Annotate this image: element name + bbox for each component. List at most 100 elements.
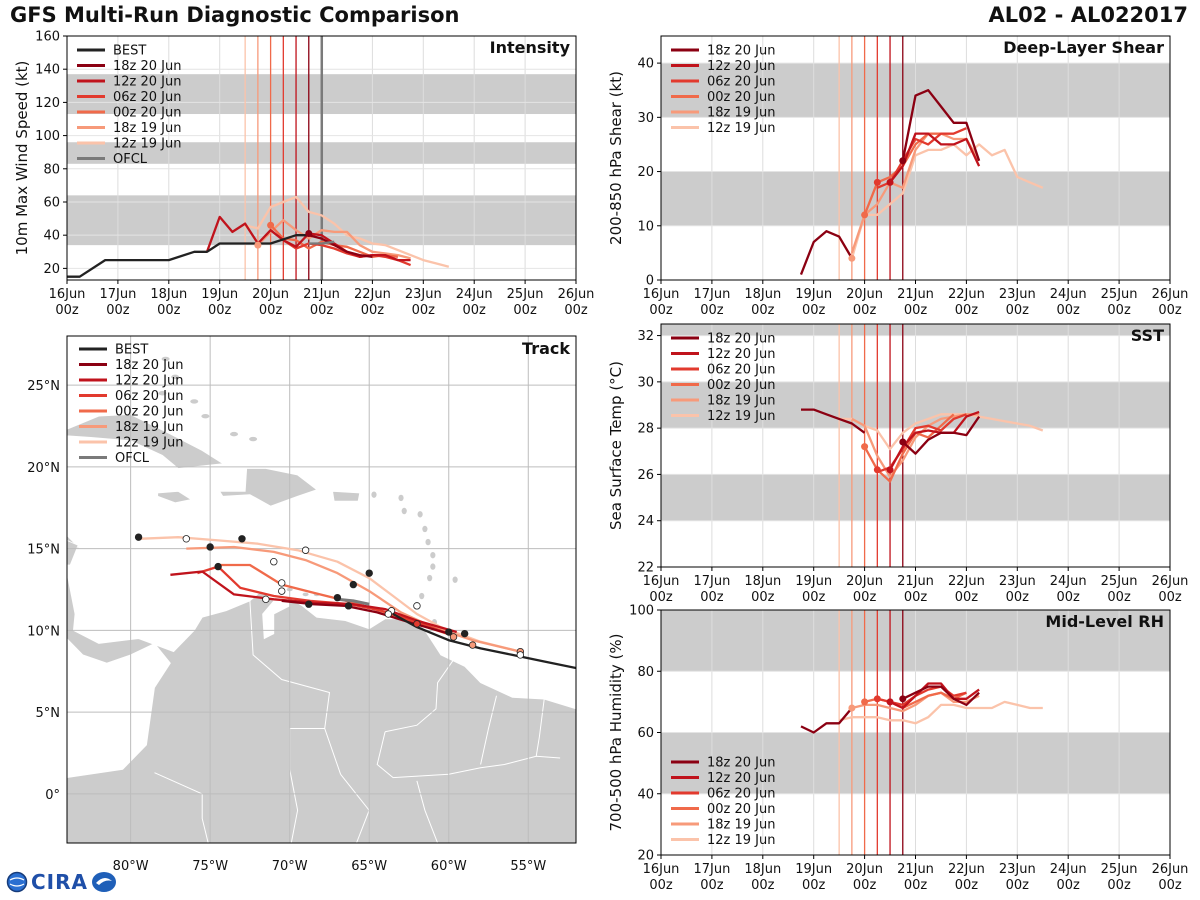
x-tick-label: 00z bbox=[853, 878, 877, 893]
data-point bbox=[861, 211, 869, 219]
lesser-antilles-island bbox=[417, 511, 423, 518]
legend-label: OFCL bbox=[113, 152, 148, 167]
track-point bbox=[445, 628, 453, 636]
y-axis-label: 10m Max Wind Speed (kt) bbox=[13, 61, 31, 256]
x-tick-label: 26Jun bbox=[1152, 287, 1189, 302]
track-point bbox=[214, 562, 222, 571]
x-tick-label: 17Jun bbox=[693, 574, 730, 589]
legend-label: 12z 20 Jun bbox=[707, 771, 776, 786]
plot-area bbox=[661, 324, 1170, 567]
x-tick-label: 26Jun bbox=[558, 287, 595, 302]
x-tick-label: 23Jun bbox=[999, 862, 1036, 877]
y-tick-label: 20 bbox=[637, 165, 654, 180]
track-point bbox=[262, 595, 270, 604]
x-tick-label: 00z bbox=[1158, 303, 1182, 318]
lat-tick-label: 25°N bbox=[27, 379, 60, 394]
track-point bbox=[182, 535, 190, 543]
x-tick-label: 00z bbox=[1107, 303, 1131, 318]
legend-label: 00z 20 Jun bbox=[707, 378, 776, 393]
x-tick-label: 00z bbox=[564, 303, 588, 318]
lon-tick-label: 75°W bbox=[192, 859, 228, 874]
y-tick-label: 100 bbox=[629, 604, 654, 619]
lesser-antilles-island bbox=[401, 507, 407, 515]
legend-label: 00z 20 Jun bbox=[707, 802, 776, 817]
legend-label: 18z 20 Jun bbox=[115, 358, 184, 373]
y-tick-label: 60 bbox=[637, 726, 654, 741]
series-line bbox=[850, 132, 981, 254]
x-tick-label: 00z bbox=[802, 590, 826, 605]
x-tick-label: 19Jun bbox=[201, 287, 238, 302]
y-tick-label: 40 bbox=[637, 787, 654, 802]
chart-shear: 16Jun00z17Jun00z18Jun00z19Jun00z20Jun00z… bbox=[607, 35, 1189, 318]
x-tick-label: 00z bbox=[649, 303, 673, 318]
series-line bbox=[244, 195, 450, 268]
track-line bbox=[170, 570, 458, 634]
x-tick-label: 00z bbox=[55, 303, 79, 318]
x-tick-label: 00z bbox=[1158, 878, 1182, 893]
x-tick-label: 25Jun bbox=[1101, 574, 1138, 589]
country-border bbox=[535, 699, 545, 757]
legend-label: 00z 20 Jun bbox=[113, 106, 182, 121]
x-tick-label: 00z bbox=[1057, 303, 1081, 318]
map-area bbox=[67, 336, 576, 843]
x-tick-label: 00z bbox=[751, 303, 775, 318]
x-tick-label: 00z bbox=[700, 303, 724, 318]
series-line bbox=[801, 408, 866, 434]
data-point bbox=[886, 178, 894, 186]
legend-label: 12z 19 Jun bbox=[707, 121, 776, 136]
x-tick-label: 20Jun bbox=[252, 287, 289, 302]
y-tick-label: 30 bbox=[637, 111, 654, 126]
bahamas-island bbox=[161, 356, 170, 362]
chart-rh: 16Jun00z17Jun00z18Jun00z19Jun00z20Jun00z… bbox=[607, 604, 1188, 894]
track-point bbox=[449, 633, 458, 641]
y-tick-label: 20 bbox=[43, 262, 60, 277]
country-border bbox=[154, 772, 209, 843]
track-point bbox=[238, 535, 246, 543]
x-tick-label: 22Jun bbox=[948, 574, 985, 589]
logo-text: CIRA bbox=[31, 870, 88, 894]
y-tick-label: 80 bbox=[637, 665, 654, 680]
x-tick-label: 00z bbox=[412, 303, 436, 318]
series-line bbox=[851, 413, 980, 478]
data-point bbox=[873, 695, 881, 703]
plot-area bbox=[67, 36, 576, 280]
legend-label: 06z 20 Jun bbox=[707, 75, 776, 90]
x-tick-label: 16Jun bbox=[49, 287, 86, 302]
legend-label: 06z 20 Jun bbox=[113, 90, 182, 105]
series-line bbox=[308, 240, 335, 245]
y-tick-label: 10 bbox=[637, 219, 654, 234]
puerto-rico-island bbox=[332, 490, 361, 502]
legend-label: 18z 20 Jun bbox=[113, 59, 182, 74]
y-tick-label: 160 bbox=[35, 30, 60, 45]
bahamas-island bbox=[249, 436, 258, 442]
x-tick-label: 00z bbox=[649, 590, 673, 605]
x-tick-label: 00z bbox=[513, 303, 537, 318]
lesser-antilles-island bbox=[422, 525, 428, 533]
track-point bbox=[305, 600, 313, 608]
lat-tick-label: 5°N bbox=[36, 706, 61, 721]
chart-track: 80°W 75°W 70°W 65°W 60°W 55°W 0° 5°N 10°N 15°N 20°… bbox=[27, 335, 577, 874]
series-line bbox=[901, 89, 981, 162]
legend-label: BEST bbox=[113, 44, 146, 59]
x-tick-label: 19Jun bbox=[795, 287, 832, 302]
track-point bbox=[468, 641, 477, 649]
x-tick-label: 21Jun bbox=[303, 287, 340, 302]
x-tick-label: 23Jun bbox=[999, 574, 1036, 589]
x-tick-label: 00z bbox=[259, 303, 283, 318]
lon-tick-label: 70°W bbox=[272, 859, 308, 874]
legend-label: 12z 19 Jun bbox=[115, 436, 184, 451]
legend-label: BEST bbox=[115, 343, 148, 358]
lesser-antilles-island bbox=[430, 563, 436, 570]
x-tick-label: 21Jun bbox=[897, 287, 934, 302]
plot-area bbox=[661, 36, 1170, 280]
country-border bbox=[249, 600, 342, 775]
y-tick-label: 40 bbox=[637, 57, 654, 72]
x-tick-label: 17Jun bbox=[693, 287, 730, 302]
x-tick-label: 00z bbox=[751, 590, 775, 605]
panel-title: Mid-Level RH bbox=[1045, 612, 1164, 631]
x-tick-label: 19Jun bbox=[795, 862, 832, 877]
data-point bbox=[873, 178, 881, 186]
panel-title: Deep-Layer Shear bbox=[1003, 38, 1164, 57]
lesser-antilles-island bbox=[419, 592, 425, 600]
y-tick-label: 24 bbox=[637, 514, 654, 529]
